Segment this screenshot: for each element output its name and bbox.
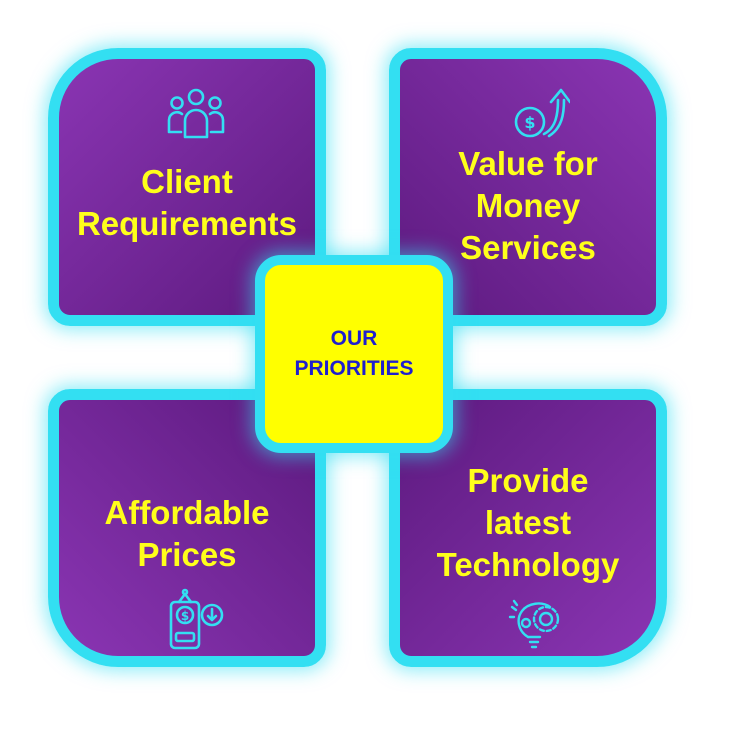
svg-text:$: $: [181, 609, 189, 623]
price-tag-icon: $: [169, 588, 224, 650]
center-priorities-box: OUR PRIORITIES: [255, 255, 453, 453]
lightbulb-gear-icon: [508, 599, 560, 649]
card-label-line: Requirements: [76, 205, 298, 242]
card-label-line: Money: [475, 187, 581, 224]
card-label-line: Provide: [467, 462, 589, 499]
center-title-line2: PRIORITIES: [294, 357, 414, 380]
card-label-line: Prices: [137, 536, 237, 573]
center-title-line1: OUR: [330, 327, 378, 350]
people-group-icon: [167, 88, 225, 139]
card-label-line: Affordable: [104, 494, 270, 531]
card-client-requirements: Client Requirements: [48, 48, 326, 326]
card-label-line: Value for: [458, 145, 598, 182]
card-label-line: Client: [141, 163, 233, 200]
svg-text:$: $: [524, 113, 535, 132]
dollar-growth-icon: $: [514, 88, 570, 138]
card-label-line: latest: [484, 504, 572, 541]
card-latest-technology: Provide latest Technology: [389, 389, 667, 667]
card-label-line: Services: [460, 229, 596, 266]
card-label-line: Technology: [436, 546, 620, 583]
